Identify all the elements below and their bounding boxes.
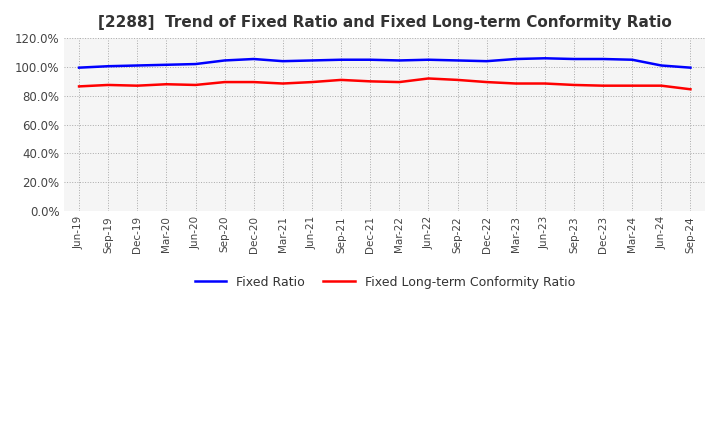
Fixed Long-term Conformity Ratio — [133, 83, 142, 88]
Fixed Long-term Conformity Ratio — [249, 80, 258, 85]
Fixed Long-term Conformity Ratio — [75, 84, 84, 89]
Fixed Ratio — [511, 56, 520, 62]
Fixed Ratio — [75, 65, 84, 70]
Fixed Ratio — [541, 55, 549, 61]
Fixed Long-term Conformity Ratio — [337, 77, 346, 83]
Fixed Ratio — [628, 57, 636, 62]
Fixed Long-term Conformity Ratio — [192, 82, 200, 88]
Fixed Ratio — [133, 63, 142, 68]
Fixed Long-term Conformity Ratio — [570, 82, 578, 88]
Fixed Ratio — [249, 56, 258, 62]
Fixed Ratio — [395, 58, 404, 63]
Fixed Ratio — [162, 62, 171, 67]
Fixed Ratio — [657, 63, 666, 68]
Fixed Long-term Conformity Ratio — [657, 83, 666, 88]
Fixed Long-term Conformity Ratio — [511, 81, 520, 86]
Fixed Long-term Conformity Ratio — [366, 79, 374, 84]
Fixed Ratio — [599, 56, 608, 62]
Fixed Ratio — [686, 65, 695, 70]
Fixed Ratio — [424, 57, 433, 62]
Fixed Ratio — [453, 58, 462, 63]
Fixed Ratio — [366, 57, 374, 62]
Line: Fixed Long-term Conformity Ratio: Fixed Long-term Conformity Ratio — [79, 78, 690, 89]
Fixed Long-term Conformity Ratio — [162, 81, 171, 87]
Fixed Ratio — [570, 56, 578, 62]
Fixed Ratio — [482, 59, 491, 64]
Line: Fixed Ratio: Fixed Ratio — [79, 58, 690, 68]
Fixed Long-term Conformity Ratio — [628, 83, 636, 88]
Fixed Ratio — [337, 57, 346, 62]
Fixed Ratio — [307, 58, 316, 63]
Fixed Ratio — [104, 63, 112, 69]
Fixed Long-term Conformity Ratio — [307, 80, 316, 85]
Fixed Long-term Conformity Ratio — [424, 76, 433, 81]
Fixed Ratio — [220, 58, 229, 63]
Fixed Long-term Conformity Ratio — [541, 81, 549, 86]
Fixed Ratio — [279, 59, 287, 64]
Fixed Long-term Conformity Ratio — [395, 80, 404, 85]
Legend: Fixed Ratio, Fixed Long-term Conformity Ratio: Fixed Ratio, Fixed Long-term Conformity … — [189, 269, 581, 295]
Fixed Ratio — [192, 62, 200, 67]
Fixed Long-term Conformity Ratio — [482, 80, 491, 85]
Fixed Long-term Conformity Ratio — [599, 83, 608, 88]
Title: [2288]  Trend of Fixed Ratio and Fixed Long-term Conformity Ratio: [2288] Trend of Fixed Ratio and Fixed Lo… — [98, 15, 672, 30]
Fixed Long-term Conformity Ratio — [279, 81, 287, 86]
Fixed Long-term Conformity Ratio — [686, 87, 695, 92]
Fixed Long-term Conformity Ratio — [220, 80, 229, 85]
Fixed Long-term Conformity Ratio — [104, 82, 112, 88]
Fixed Long-term Conformity Ratio — [453, 77, 462, 83]
